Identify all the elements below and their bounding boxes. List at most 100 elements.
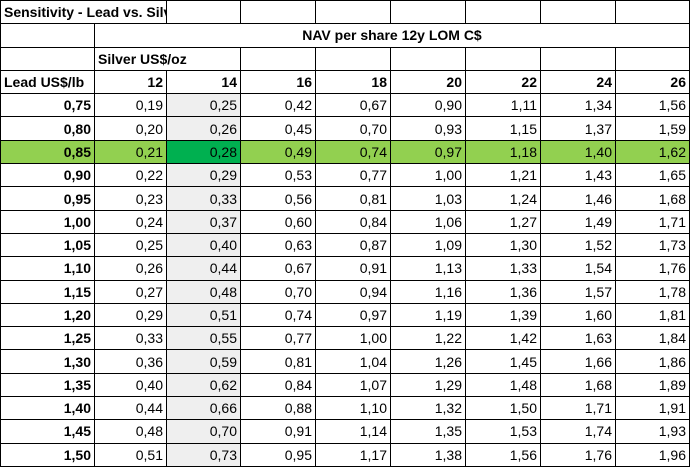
- nav-value-cell[interactable]: 0,49: [240, 139, 316, 165]
- nav-value-cell[interactable]: 0,19: [94, 93, 167, 118]
- nav-value-cell[interactable]: 1,32: [390, 396, 466, 421]
- nav-value-cell[interactable]: 0,88: [240, 396, 316, 421]
- nav-value-cell[interactable]: 1,93: [615, 419, 690, 444]
- nav-value-cell[interactable]: 0,20: [94, 116, 167, 141]
- nav-value-cell[interactable]: 1,21: [465, 163, 541, 188]
- nav-value-cell[interactable]: 1,16: [390, 279, 466, 304]
- nav-value-cell[interactable]: 0,37: [166, 209, 241, 234]
- nav-value-cell[interactable]: 1,60: [540, 302, 616, 328]
- nav-value-cell[interactable]: 0,67: [240, 256, 316, 281]
- nav-value-cell[interactable]: 1,84: [615, 326, 690, 351]
- empty-cell[interactable]: [390, 0, 466, 25]
- nav-value-cell[interactable]: 0,95: [240, 442, 316, 467]
- nav-value-cell[interactable]: 0,33: [166, 186, 241, 211]
- nav-value-cell[interactable]: 0,48: [94, 419, 167, 444]
- empty-cell[interactable]: [240, 46, 316, 71]
- lead-axis-label[interactable]: Lead US$/lb: [0, 69, 95, 95]
- lead-price-cell[interactable]: 1,00: [0, 209, 95, 234]
- silver-price-header[interactable]: 18: [315, 69, 391, 95]
- nav-value-cell[interactable]: 0,55: [166, 326, 241, 351]
- lead-price-cell[interactable]: 0,90: [0, 163, 95, 188]
- nav-value-cell[interactable]: 1,59: [615, 116, 690, 141]
- nav-value-cell[interactable]: 0,48: [166, 279, 241, 304]
- nav-value-cell[interactable]: 1,40: [540, 139, 616, 165]
- nav-value-cell[interactable]: 1,10: [315, 396, 391, 421]
- nav-value-cell[interactable]: 1,13: [390, 256, 466, 281]
- lead-price-cell[interactable]: 0,85: [0, 139, 95, 165]
- nav-value-cell[interactable]: 1,63: [540, 326, 616, 351]
- nav-value-cell[interactable]: 1,37: [540, 116, 616, 141]
- nav-value-cell[interactable]: 1,18: [465, 139, 541, 165]
- nav-value-cell[interactable]: 0,29: [166, 163, 241, 188]
- nav-value-cell[interactable]: 1,48: [465, 372, 541, 398]
- nav-value-cell[interactable]: 0,66: [166, 396, 241, 421]
- nav-value-cell[interactable]: 1,35: [390, 419, 466, 444]
- nav-value-cell[interactable]: 0,51: [166, 302, 241, 328]
- nav-value-cell[interactable]: 0,74: [240, 302, 316, 328]
- nav-value-cell[interactable]: 1,50: [465, 396, 541, 421]
- nav-value-cell[interactable]: 0,44: [94, 396, 167, 421]
- silver-price-header[interactable]: 12: [94, 69, 167, 95]
- nav-value-cell[interactable]: 0,87: [315, 232, 391, 258]
- nav-value-cell[interactable]: 0,40: [166, 232, 241, 258]
- nav-value-cell[interactable]: 1,15: [465, 116, 541, 141]
- nav-value-cell[interactable]: 1,06: [390, 209, 466, 234]
- nav-value-cell[interactable]: 0,84: [240, 372, 316, 398]
- nav-value-cell[interactable]: 1,14: [315, 419, 391, 444]
- nav-value-cell[interactable]: 0,74: [315, 139, 391, 165]
- lead-price-cell[interactable]: 1,25: [0, 326, 95, 351]
- nav-value-cell[interactable]: 1,65: [615, 163, 690, 188]
- nav-value-cell[interactable]: 0,97: [315, 302, 391, 328]
- nav-value-cell[interactable]: 1,04: [315, 349, 391, 374]
- silver-price-header[interactable]: 14: [166, 69, 241, 95]
- table-subtitle[interactable]: NAV per share 12y LOM C$: [94, 23, 690, 48]
- nav-value-cell[interactable]: 1,27: [465, 209, 541, 234]
- nav-value-cell[interactable]: 0,53: [240, 163, 316, 188]
- empty-cell[interactable]: [615, 46, 690, 71]
- nav-value-cell[interactable]: 1,11: [465, 93, 541, 118]
- nav-value-cell[interactable]: 0,29: [94, 302, 167, 328]
- nav-value-cell[interactable]: 1,09: [390, 232, 466, 258]
- nav-value-cell[interactable]: 1,91: [615, 396, 690, 421]
- nav-value-cell[interactable]: 1,62: [615, 139, 690, 165]
- nav-value-cell[interactable]: 0,25: [94, 232, 167, 258]
- nav-value-cell[interactable]: 1,49: [540, 209, 616, 234]
- nav-value-cell[interactable]: 1,46: [540, 186, 616, 211]
- nav-value-cell[interactable]: 0,63: [240, 232, 316, 258]
- nav-value-cell[interactable]: 0,67: [315, 93, 391, 118]
- nav-value-cell[interactable]: 0,21: [94, 139, 167, 165]
- nav-value-cell[interactable]: 1,68: [615, 186, 690, 211]
- nav-value-cell[interactable]: 0,60: [240, 209, 316, 234]
- nav-value-cell[interactable]: 0,70: [166, 419, 241, 444]
- nav-value-cell[interactable]: 1,96: [615, 442, 690, 467]
- empty-cell[interactable]: [390, 46, 466, 71]
- nav-value-cell[interactable]: 1,34: [540, 93, 616, 118]
- nav-value-cell[interactable]: 0,77: [240, 326, 316, 351]
- empty-cell[interactable]: [0, 46, 95, 71]
- nav-value-cell[interactable]: 0,59: [166, 349, 241, 374]
- nav-value-cell[interactable]: 0,91: [240, 419, 316, 444]
- nav-value-cell[interactable]: 0,70: [315, 116, 391, 141]
- nav-value-cell[interactable]: 1,56: [615, 93, 690, 118]
- nav-value-cell[interactable]: 1,76: [540, 442, 616, 467]
- empty-cell[interactable]: [465, 0, 541, 25]
- nav-value-cell[interactable]: 0,26: [94, 256, 167, 281]
- nav-value-cell[interactable]: 0,90: [390, 93, 466, 118]
- lead-price-cell[interactable]: 0,75: [0, 93, 95, 118]
- nav-value-cell[interactable]: 1,24: [465, 186, 541, 211]
- empty-cell[interactable]: [0, 23, 95, 48]
- nav-value-cell[interactable]: 0,70: [240, 279, 316, 304]
- silver-price-header[interactable]: 22: [465, 69, 541, 95]
- nav-value-cell[interactable]: 1,66: [540, 349, 616, 374]
- nav-value-cell[interactable]: 0,91: [315, 256, 391, 281]
- nav-value-cell[interactable]: 1,26: [390, 349, 466, 374]
- nav-value-cell[interactable]: 1,78: [615, 279, 690, 304]
- nav-value-cell[interactable]: 0,28: [166, 139, 241, 165]
- nav-value-cell[interactable]: 0,23: [94, 186, 167, 211]
- nav-value-cell[interactable]: 1,19: [390, 302, 466, 328]
- nav-value-cell[interactable]: 1,71: [540, 396, 616, 421]
- nav-value-cell[interactable]: 1,52: [540, 232, 616, 258]
- lead-price-cell[interactable]: 0,80: [0, 116, 95, 141]
- nav-value-cell[interactable]: 1,07: [315, 372, 391, 398]
- empty-cell[interactable]: [615, 0, 690, 25]
